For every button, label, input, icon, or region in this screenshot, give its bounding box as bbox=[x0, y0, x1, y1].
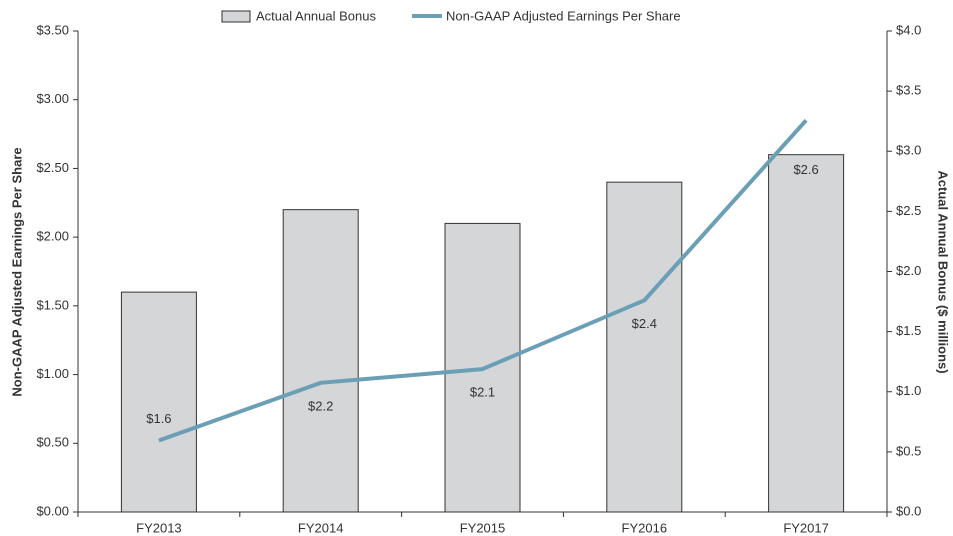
y-tick-label: $0.00 bbox=[36, 503, 69, 518]
y-tick-label: $3.00 bbox=[36, 91, 69, 106]
data-label: $2.4 bbox=[632, 316, 657, 331]
bar bbox=[120, 291, 197, 513]
x-tick-label: FY2016 bbox=[622, 520, 668, 535]
x-tick-label: FY2013 bbox=[136, 520, 182, 535]
y2-tick-label: $3.0 bbox=[896, 143, 921, 158]
y2-tick-label: $0.5 bbox=[896, 443, 921, 458]
y2-tick-label: $2.0 bbox=[896, 263, 921, 278]
y-tick-label: $2.00 bbox=[36, 229, 69, 244]
x-tick-label: FY2014 bbox=[298, 520, 344, 535]
x-tick-label: FY2015 bbox=[460, 520, 506, 535]
line bbox=[158, 118, 808, 443]
bar bbox=[606, 181, 683, 513]
data-label: $2.2 bbox=[308, 398, 333, 413]
y-tick-label: $3.50 bbox=[36, 22, 69, 37]
bar bbox=[282, 209, 359, 513]
data-label: $2.1 bbox=[470, 385, 495, 400]
y-tick-label: $0.50 bbox=[36, 435, 69, 450]
legend-label: Actual Annual Bonus bbox=[256, 8, 376, 23]
y2-axis-title: Actual Annual Bonus ($ millions) bbox=[936, 170, 951, 373]
legend-swatch bbox=[221, 10, 251, 23]
y-tick-label: $2.50 bbox=[36, 160, 69, 175]
data-label: $2.6 bbox=[793, 162, 818, 177]
x-tick-label: FY2017 bbox=[783, 520, 829, 535]
y-axis-title: Non-GAAP Adjusted Earnings Per Share bbox=[9, 147, 24, 396]
y2-tick-label: $4.0 bbox=[896, 22, 921, 37]
y2-tick-label: $2.5 bbox=[896, 203, 921, 218]
data-label: $1.6 bbox=[146, 411, 171, 426]
y2-tick-label: $1.5 bbox=[896, 323, 921, 338]
y2-tick-label: $3.5 bbox=[896, 83, 921, 98]
y2-tick-label: $0.0 bbox=[896, 503, 921, 518]
y-tick-label: $1.00 bbox=[36, 366, 69, 381]
y2-tick-label: $1.0 bbox=[896, 383, 921, 398]
y-tick-label: $1.50 bbox=[36, 297, 69, 312]
bar bbox=[768, 154, 845, 513]
legend-label: Non-GAAP Adjusted Earnings Per Share bbox=[446, 8, 681, 23]
